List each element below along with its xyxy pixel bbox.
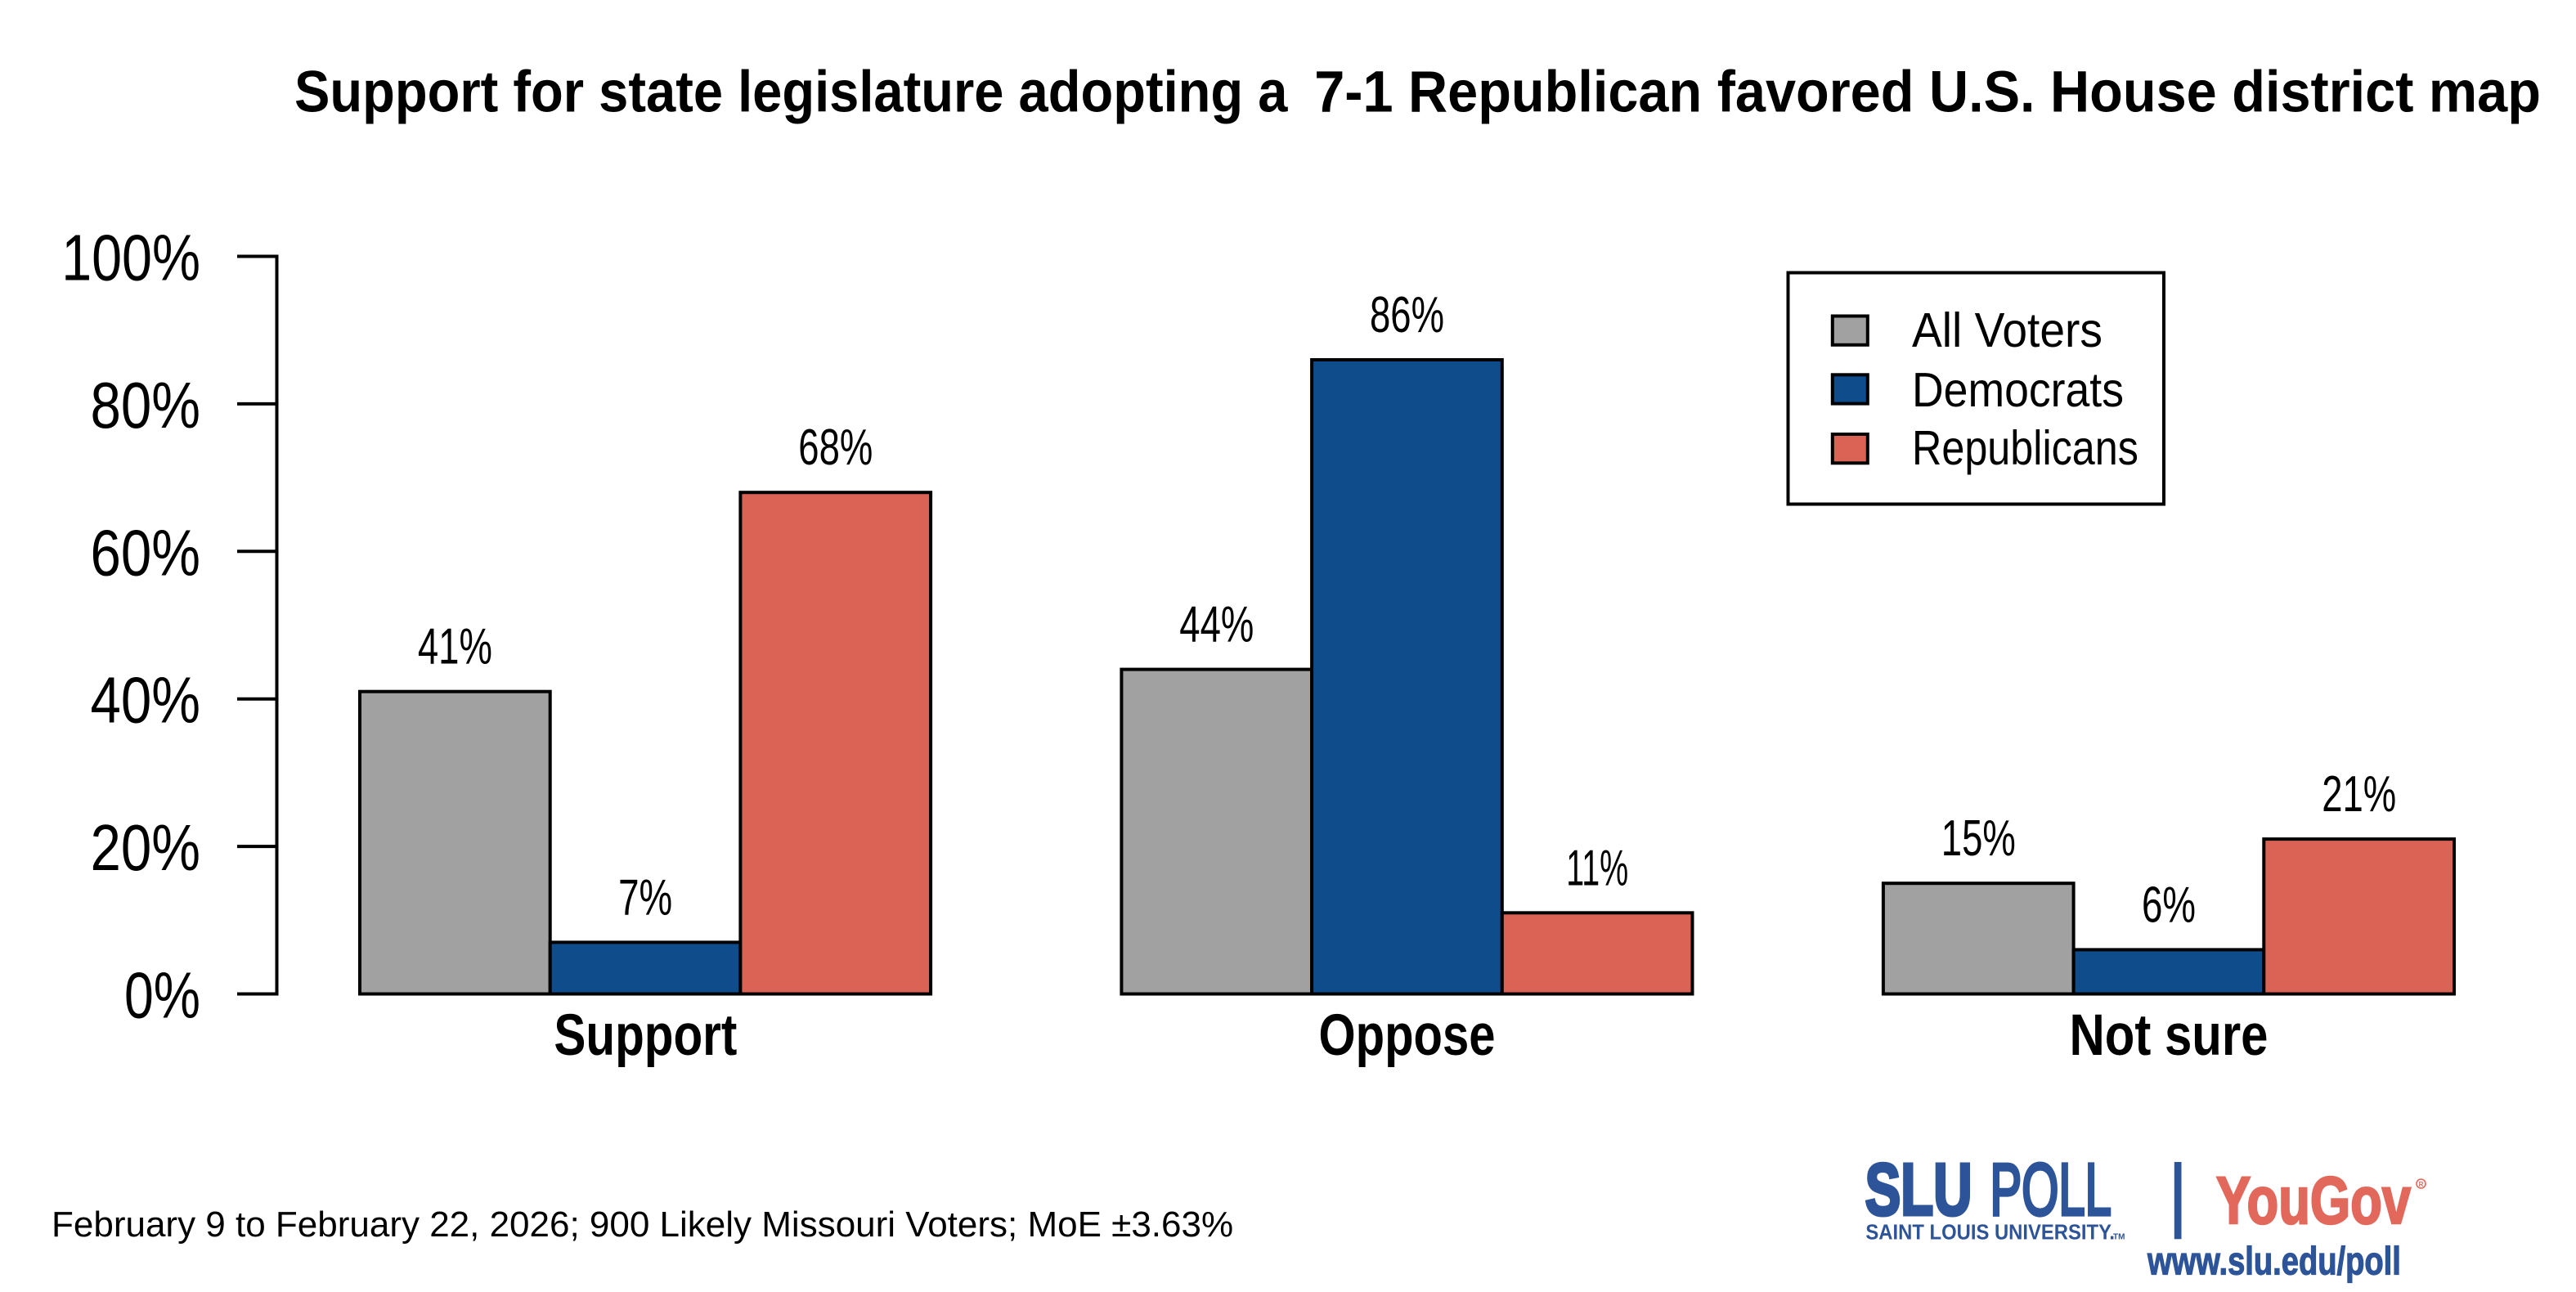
svg-text:40%: 40% — [91, 663, 200, 737]
svg-text:February 9 to February 22, 202: February 9 to February 22, 2026; 900 Lik… — [52, 1205, 1233, 1245]
svg-text:R: R — [2419, 1181, 2424, 1188]
svg-text:80%: 80% — [91, 368, 200, 442]
svg-text:All Voters: All Voters — [1912, 303, 2103, 357]
svg-text:41%: 41% — [418, 618, 492, 675]
svg-text:68%: 68% — [798, 419, 873, 476]
svg-text:0%: 0% — [124, 959, 200, 1032]
svg-text:21%: 21% — [2322, 765, 2396, 823]
svg-text:6%: 6% — [2142, 877, 2196, 933]
svg-text:7-1 Republican favored U.S. Ho: 7-1 Republican favored U.S. House distri… — [1314, 58, 2541, 124]
svg-text:44%: 44% — [1179, 596, 1254, 653]
svg-text:POLL: POLL — [1990, 1149, 2112, 1231]
svg-text:20%: 20% — [91, 811, 200, 885]
svg-text:www.slu.edu/poll: www.slu.edu/poll — [2147, 1240, 2401, 1284]
svg-text:15%: 15% — [1941, 810, 2016, 867]
svg-text:100%: 100% — [61, 221, 200, 294]
svg-text:Republicans: Republicans — [1912, 420, 2138, 475]
svg-text:SAINT LOUIS UNIVERSITY.: SAINT LOUIS UNIVERSITY. — [1865, 1221, 2115, 1245]
svg-text:SLU: SLU — [1865, 1148, 1972, 1231]
svg-text:Not sure: Not sure — [2070, 1003, 2269, 1067]
svg-text:60%: 60% — [91, 516, 200, 590]
svg-text:Democrats: Democrats — [1912, 363, 2124, 417]
svg-text:86%: 86% — [1370, 286, 1444, 343]
svg-text:7%: 7% — [618, 869, 672, 926]
svg-text:Oppose: Oppose — [1319, 1002, 1496, 1067]
svg-text:TM: TM — [2113, 1233, 2125, 1242]
svg-text:Support: Support — [554, 1003, 737, 1068]
svg-text:YouGov: YouGov — [2216, 1163, 2411, 1238]
svg-text:Support for state legislature: Support for state legislature adopting a — [294, 60, 1288, 124]
svg-text:11%: 11% — [1566, 840, 1628, 896]
